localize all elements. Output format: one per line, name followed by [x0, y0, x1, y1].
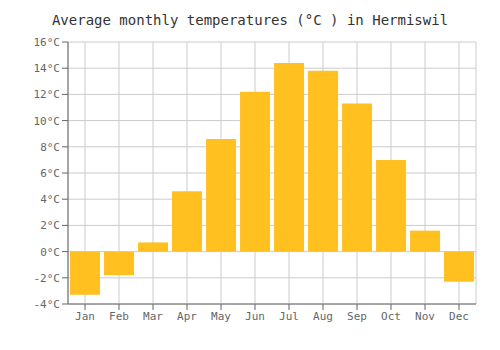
svg-text:Jul: Jul [279, 310, 299, 323]
svg-text:Aug: Aug [313, 310, 333, 323]
svg-text:4°C: 4°C [40, 193, 60, 206]
svg-text:10°C: 10°C [34, 115, 61, 128]
svg-text:14°C: 14°C [34, 62, 61, 75]
svg-text:Oct: Oct [381, 310, 401, 323]
svg-text:0°C: 0°C [40, 246, 60, 259]
svg-text:May: May [211, 310, 231, 323]
svg-text:Mar: Mar [143, 310, 163, 323]
svg-text:Jun: Jun [245, 310, 265, 323]
html-text:Average monthly temperatures (: Average monthly temperatures (°C ) in He… [51, 12, 449, 28]
svg-text:12°C: 12°C [34, 88, 61, 101]
svg-text:Dec: Dec [449, 310, 469, 323]
svg-text:-2°C: -2°C [34, 272, 61, 285]
svg-text:6°C: 6°C [40, 167, 60, 180]
svg-text:Jan: Jan [75, 310, 95, 323]
svg-text:-4°C: -4°C [34, 298, 61, 311]
svg-text:Feb: Feb [109, 310, 129, 323]
svg-text:Nov: Nov [415, 310, 435, 323]
svg-text:Sep: Sep [347, 310, 367, 323]
svg-text:Apr: Apr [177, 310, 197, 323]
svg-text:8°C: 8°C [40, 141, 60, 154]
svg-text:16°C: 16°C [34, 36, 61, 49]
svg-text:2°C: 2°C [40, 219, 60, 232]
